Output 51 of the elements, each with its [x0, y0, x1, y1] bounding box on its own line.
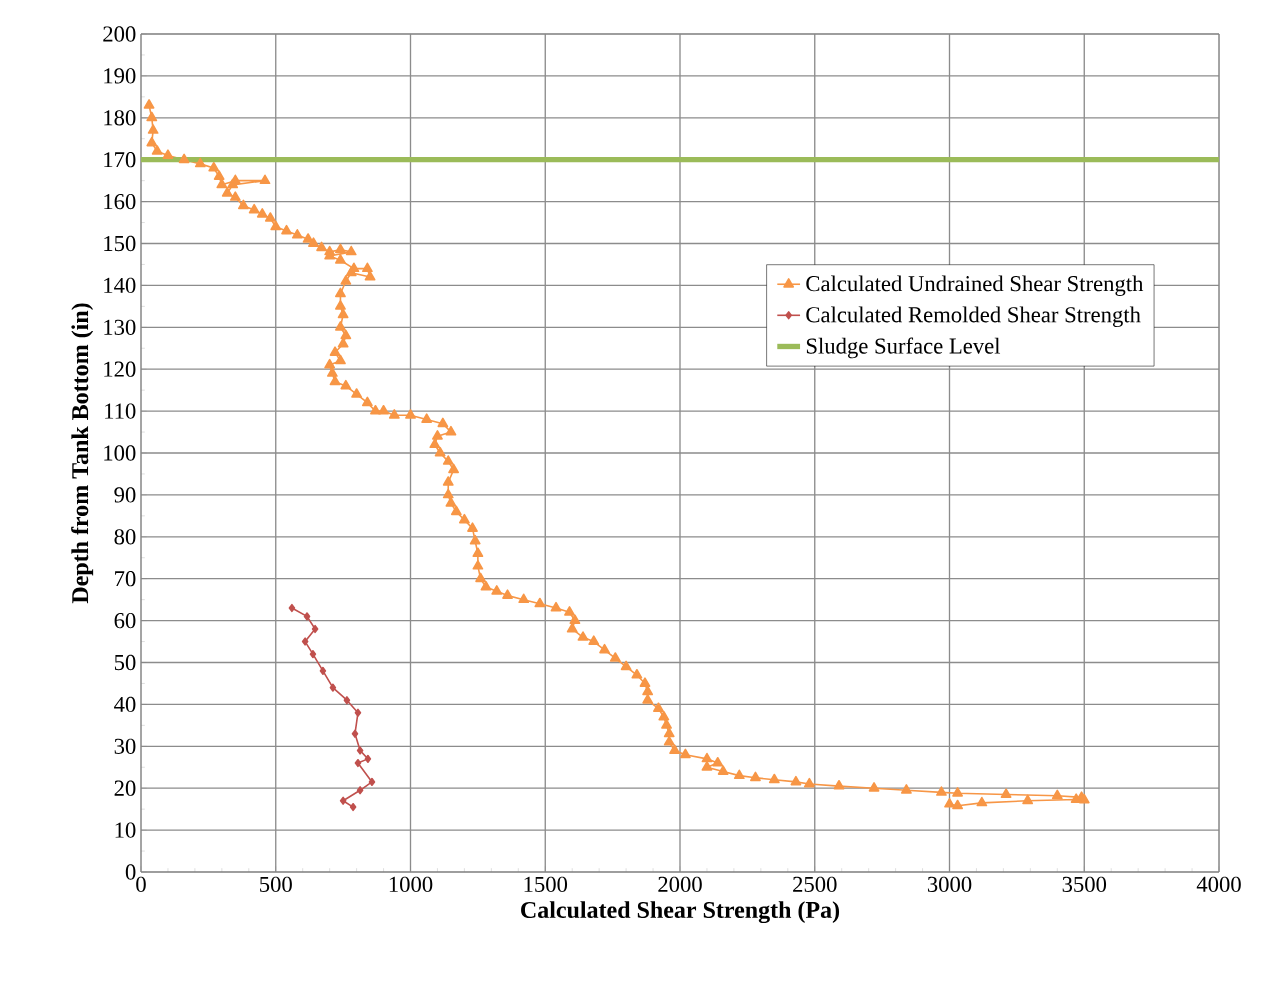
point: [311, 624, 319, 634]
y-tick-label: 170: [104, 152, 136, 168]
y-tick-label: 30: [114, 738, 136, 754]
y-tick-label: 20: [114, 780, 136, 796]
x-tick-label: 3500: [1062, 876, 1107, 893]
point: [303, 612, 311, 621]
point: [354, 758, 362, 768]
y-tick-label: 190: [104, 68, 136, 84]
y-tick-label: 0: [125, 864, 136, 880]
y-tick-label: 160: [104, 193, 136, 210]
x-tick-label: 500: [260, 876, 292, 893]
point: [368, 777, 376, 787]
y-tick-label: 50: [114, 654, 136, 671]
point: [364, 754, 372, 763]
y-tick-label: 140: [104, 277, 136, 294]
x-axis-title: Calculated Shear Strength (Pa): [521, 901, 840, 924]
point: [329, 683, 337, 692]
x-tick-label: 1000: [389, 876, 433, 893]
point: [288, 603, 296, 613]
x-tick-label: 3000: [927, 876, 972, 893]
y-tick-label: 70: [115, 571, 136, 587]
y-tick-label: 130: [104, 319, 136, 335]
y-tick-label: 100: [104, 445, 136, 461]
y-tick-label: 180: [104, 110, 136, 126]
point: [354, 708, 362, 717]
y-tick-label: 110: [105, 403, 136, 419]
legend-label: Calculated Remolded Shear Strength: [806, 306, 1141, 328]
y-tick-label: 10: [115, 822, 136, 838]
x-tick-label: 4000: [1196, 876, 1241, 893]
y-tick-label: 60: [114, 612, 136, 629]
point: [301, 637, 309, 646]
legend-label: Calculated Undrained Shear Strength: [806, 275, 1144, 296]
point: [343, 696, 351, 705]
x-tick-label: 2500: [793, 876, 837, 893]
y-tick-label: 150: [104, 235, 136, 252]
point: [351, 729, 359, 738]
y-axis-title: Depth from Tank Bottom (in): [71, 303, 94, 604]
legend-label: Sludge Surface Level: [806, 337, 1001, 359]
y-tick-label: 90: [114, 487, 136, 503]
x-tick-label: 2000: [658, 876, 702, 893]
y-tick-label: 120: [104, 361, 136, 377]
point: [309, 649, 317, 659]
y-tick-label: 80: [114, 529, 136, 545]
y-tick-label: 200: [103, 26, 136, 42]
point: [356, 786, 364, 795]
x-tick-label: 1500: [524, 876, 568, 893]
point: [349, 802, 357, 812]
point: [356, 746, 364, 755]
point: [319, 666, 327, 676]
point: [339, 796, 347, 805]
y-tick-label: 40: [114, 696, 136, 713]
